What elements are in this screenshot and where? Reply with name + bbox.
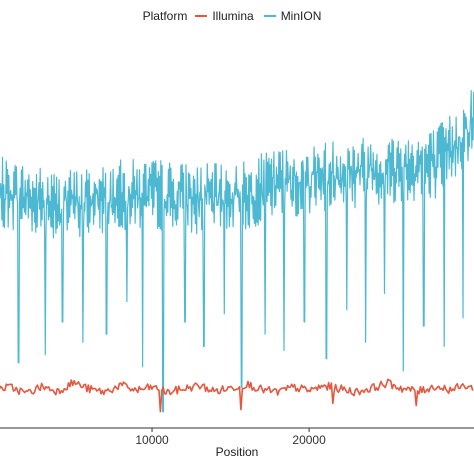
legend-label-illumina: Illumina [212, 9, 254, 23]
legend: Platform Illumina MinION [0, 6, 474, 26]
legend-label-minion: MinION [280, 9, 322, 23]
x-tick-label: 10000 [135, 433, 169, 447]
legend-key-illumina [195, 15, 208, 17]
series-line-minion [0, 90, 474, 413]
x-axis-label: Position [216, 445, 259, 459]
legend-title: Platform [142, 9, 188, 23]
x-axis-ticks: 10000 20000 [135, 428, 326, 447]
plot-area [0, 90, 474, 413]
legend-item-illumina: Illumina [195, 9, 254, 23]
legend-item-minion: MinION [263, 9, 322, 23]
x-tick-label: 20000 [292, 433, 326, 447]
series-line-illumina [0, 378, 474, 413]
legend-key-minion [263, 15, 276, 17]
